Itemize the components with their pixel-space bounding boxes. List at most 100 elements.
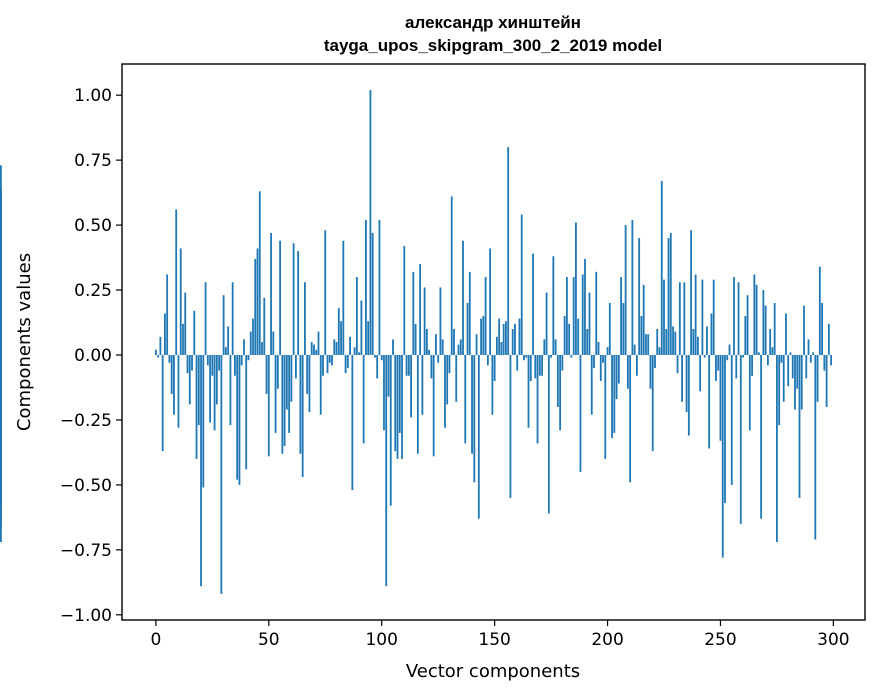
bar — [466, 303, 469, 355]
bar — [606, 347, 609, 355]
bar — [776, 354, 778, 543]
bar — [502, 323, 505, 355]
bar — [500, 342, 503, 355]
bar — [581, 274, 584, 355]
bar — [658, 347, 661, 355]
bar — [570, 354, 573, 358]
bar — [764, 305, 767, 355]
bar — [243, 339, 245, 355]
bar — [326, 354, 329, 374]
bar — [220, 354, 223, 595]
bar — [575, 222, 577, 355]
bar — [696, 336, 699, 355]
bar — [471, 354, 473, 454]
bar — [620, 277, 622, 355]
bar — [358, 352, 361, 355]
bar — [751, 354, 753, 376]
bar — [708, 354, 711, 449]
bar — [480, 318, 482, 355]
bar — [459, 339, 462, 355]
y-tick-label: 0.75 — [74, 151, 112, 171]
bar — [405, 354, 408, 376]
bar — [396, 354, 399, 459]
bar — [457, 344, 460, 355]
bar — [256, 248, 259, 355]
bar — [202, 354, 205, 488]
bar — [509, 354, 512, 498]
chart-subtitle: tayga_upos_skipgram_300_2_2019 model — [324, 36, 662, 55]
bar — [378, 219, 381, 355]
bar — [746, 295, 749, 355]
bar — [175, 209, 178, 355]
bar — [604, 354, 607, 459]
bar — [365, 219, 367, 355]
bar — [425, 329, 428, 355]
bar — [505, 321, 507, 355]
bar — [595, 271, 598, 355]
bar — [428, 349, 431, 355]
bar — [825, 354, 828, 407]
bar — [588, 292, 591, 355]
bar — [389, 354, 392, 506]
bar — [337, 308, 340, 355]
bar — [507, 147, 510, 355]
bar — [676, 354, 679, 374]
bar — [231, 282, 234, 355]
bar — [401, 354, 403, 459]
bar — [468, 271, 471, 355]
bar — [597, 342, 600, 355]
bar — [247, 354, 250, 361]
bar — [712, 279, 715, 355]
bar — [331, 354, 333, 366]
bar — [267, 354, 270, 457]
bar — [464, 354, 467, 444]
bar — [254, 258, 257, 355]
bar — [638, 238, 641, 355]
bar — [193, 310, 196, 355]
bar — [218, 354, 221, 371]
x-axis-label: Vector components — [406, 661, 580, 682]
bar — [387, 354, 390, 397]
bar — [319, 354, 322, 415]
bar — [816, 354, 819, 402]
bar — [335, 342, 338, 355]
bar — [486, 354, 489, 366]
bar — [290, 354, 293, 402]
bar — [735, 354, 738, 379]
bar — [215, 354, 218, 405]
bar — [766, 354, 769, 366]
bar — [547, 354, 550, 514]
bar — [665, 329, 668, 355]
bar — [344, 354, 347, 374]
bar — [292, 243, 295, 355]
bar — [656, 329, 659, 355]
bar — [200, 354, 202, 587]
bar — [827, 323, 830, 355]
bar — [308, 354, 311, 413]
bar — [796, 354, 799, 389]
bar — [157, 354, 160, 358]
bar — [577, 318, 580, 355]
bar — [263, 297, 266, 355]
y-tick-label: −0.75 — [60, 541, 112, 561]
bar — [660, 180, 663, 355]
bar — [809, 354, 812, 363]
bar — [710, 313, 713, 355]
bar — [227, 326, 230, 355]
bar — [699, 354, 702, 392]
bar — [593, 354, 595, 368]
bar — [550, 354, 552, 358]
bar — [186, 354, 189, 374]
bar — [771, 347, 774, 355]
bar — [322, 354, 324, 376]
bar — [238, 354, 241, 485]
y-axis-ticks: 1.00 0.75 0.50 0.25 0.00 −0.25 −0.50 −0.75 −1.00 — [60, 86, 122, 626]
chart-title: александр хинштейн — [405, 13, 581, 32]
bar — [416, 354, 419, 454]
bar — [317, 331, 320, 355]
bar — [168, 354, 171, 363]
bar — [288, 354, 291, 433]
bar — [647, 334, 650, 355]
bar — [489, 248, 492, 355]
